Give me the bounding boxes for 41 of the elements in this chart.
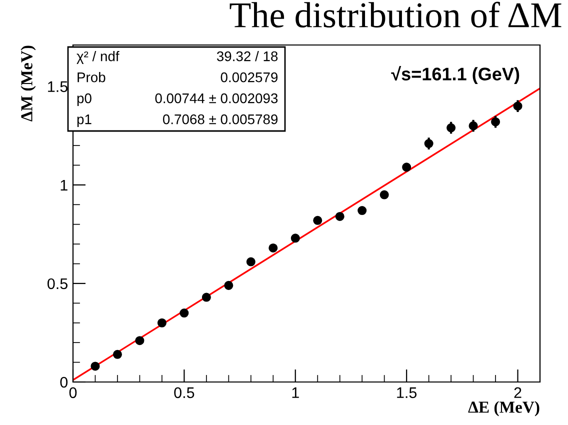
- x-tick-label: 2: [514, 387, 522, 398]
- point: [468, 121, 478, 130]
- annotation: √s=161.1 (GeV): [391, 66, 520, 84]
- point: [402, 162, 412, 172]
- annotation: 0.7068 ± 0.005789: [162, 114, 278, 124]
- point: [513, 102, 522, 111]
- y-tick-label: 0.5: [48, 278, 68, 290]
- x-tick-label: 1.5: [397, 387, 417, 398]
- x-tick-label: 0: [69, 387, 77, 398]
- x-axis-title: ΔE (MeV): [468, 401, 540, 416]
- annotation: Prob: [78, 72, 106, 82]
- point: [335, 212, 344, 221]
- annotation: χ² / ndf: [76, 51, 120, 64]
- annotation: p0: [77, 93, 92, 106]
- point: [313, 216, 322, 225]
- annotation: 0.002579: [220, 72, 278, 82]
- point: [424, 139, 434, 148]
- point: [224, 280, 234, 290]
- y-tick-label: 0: [60, 376, 68, 388]
- point: [112, 350, 122, 359]
- y-axis-title: ΔM (MeV): [20, 46, 36, 122]
- point: [157, 318, 166, 328]
- y-tick-label: 1: [60, 180, 68, 190]
- point: [135, 336, 144, 346]
- point: [290, 234, 300, 243]
- annotation: 39.32 / 18: [216, 51, 278, 62]
- x-tick-label: 0.5: [174, 387, 194, 398]
- point: [358, 206, 367, 216]
- annotation: p1: [77, 114, 92, 127]
- point: [380, 190, 389, 200]
- y-tick-label: 1.5: [48, 81, 68, 92]
- chart-title: The distribution of ΔM: [230, 2, 562, 28]
- point: [90, 362, 100, 371]
- annotation: 0.00744 ± 0.002093: [155, 93, 278, 104]
- point: [180, 308, 189, 318]
- point: [246, 257, 256, 266]
- point: [491, 117, 500, 126]
- point: [202, 292, 211, 302]
- point: [268, 243, 278, 253]
- point: [446, 123, 456, 132]
- x-tick-label: 1: [292, 387, 299, 398]
